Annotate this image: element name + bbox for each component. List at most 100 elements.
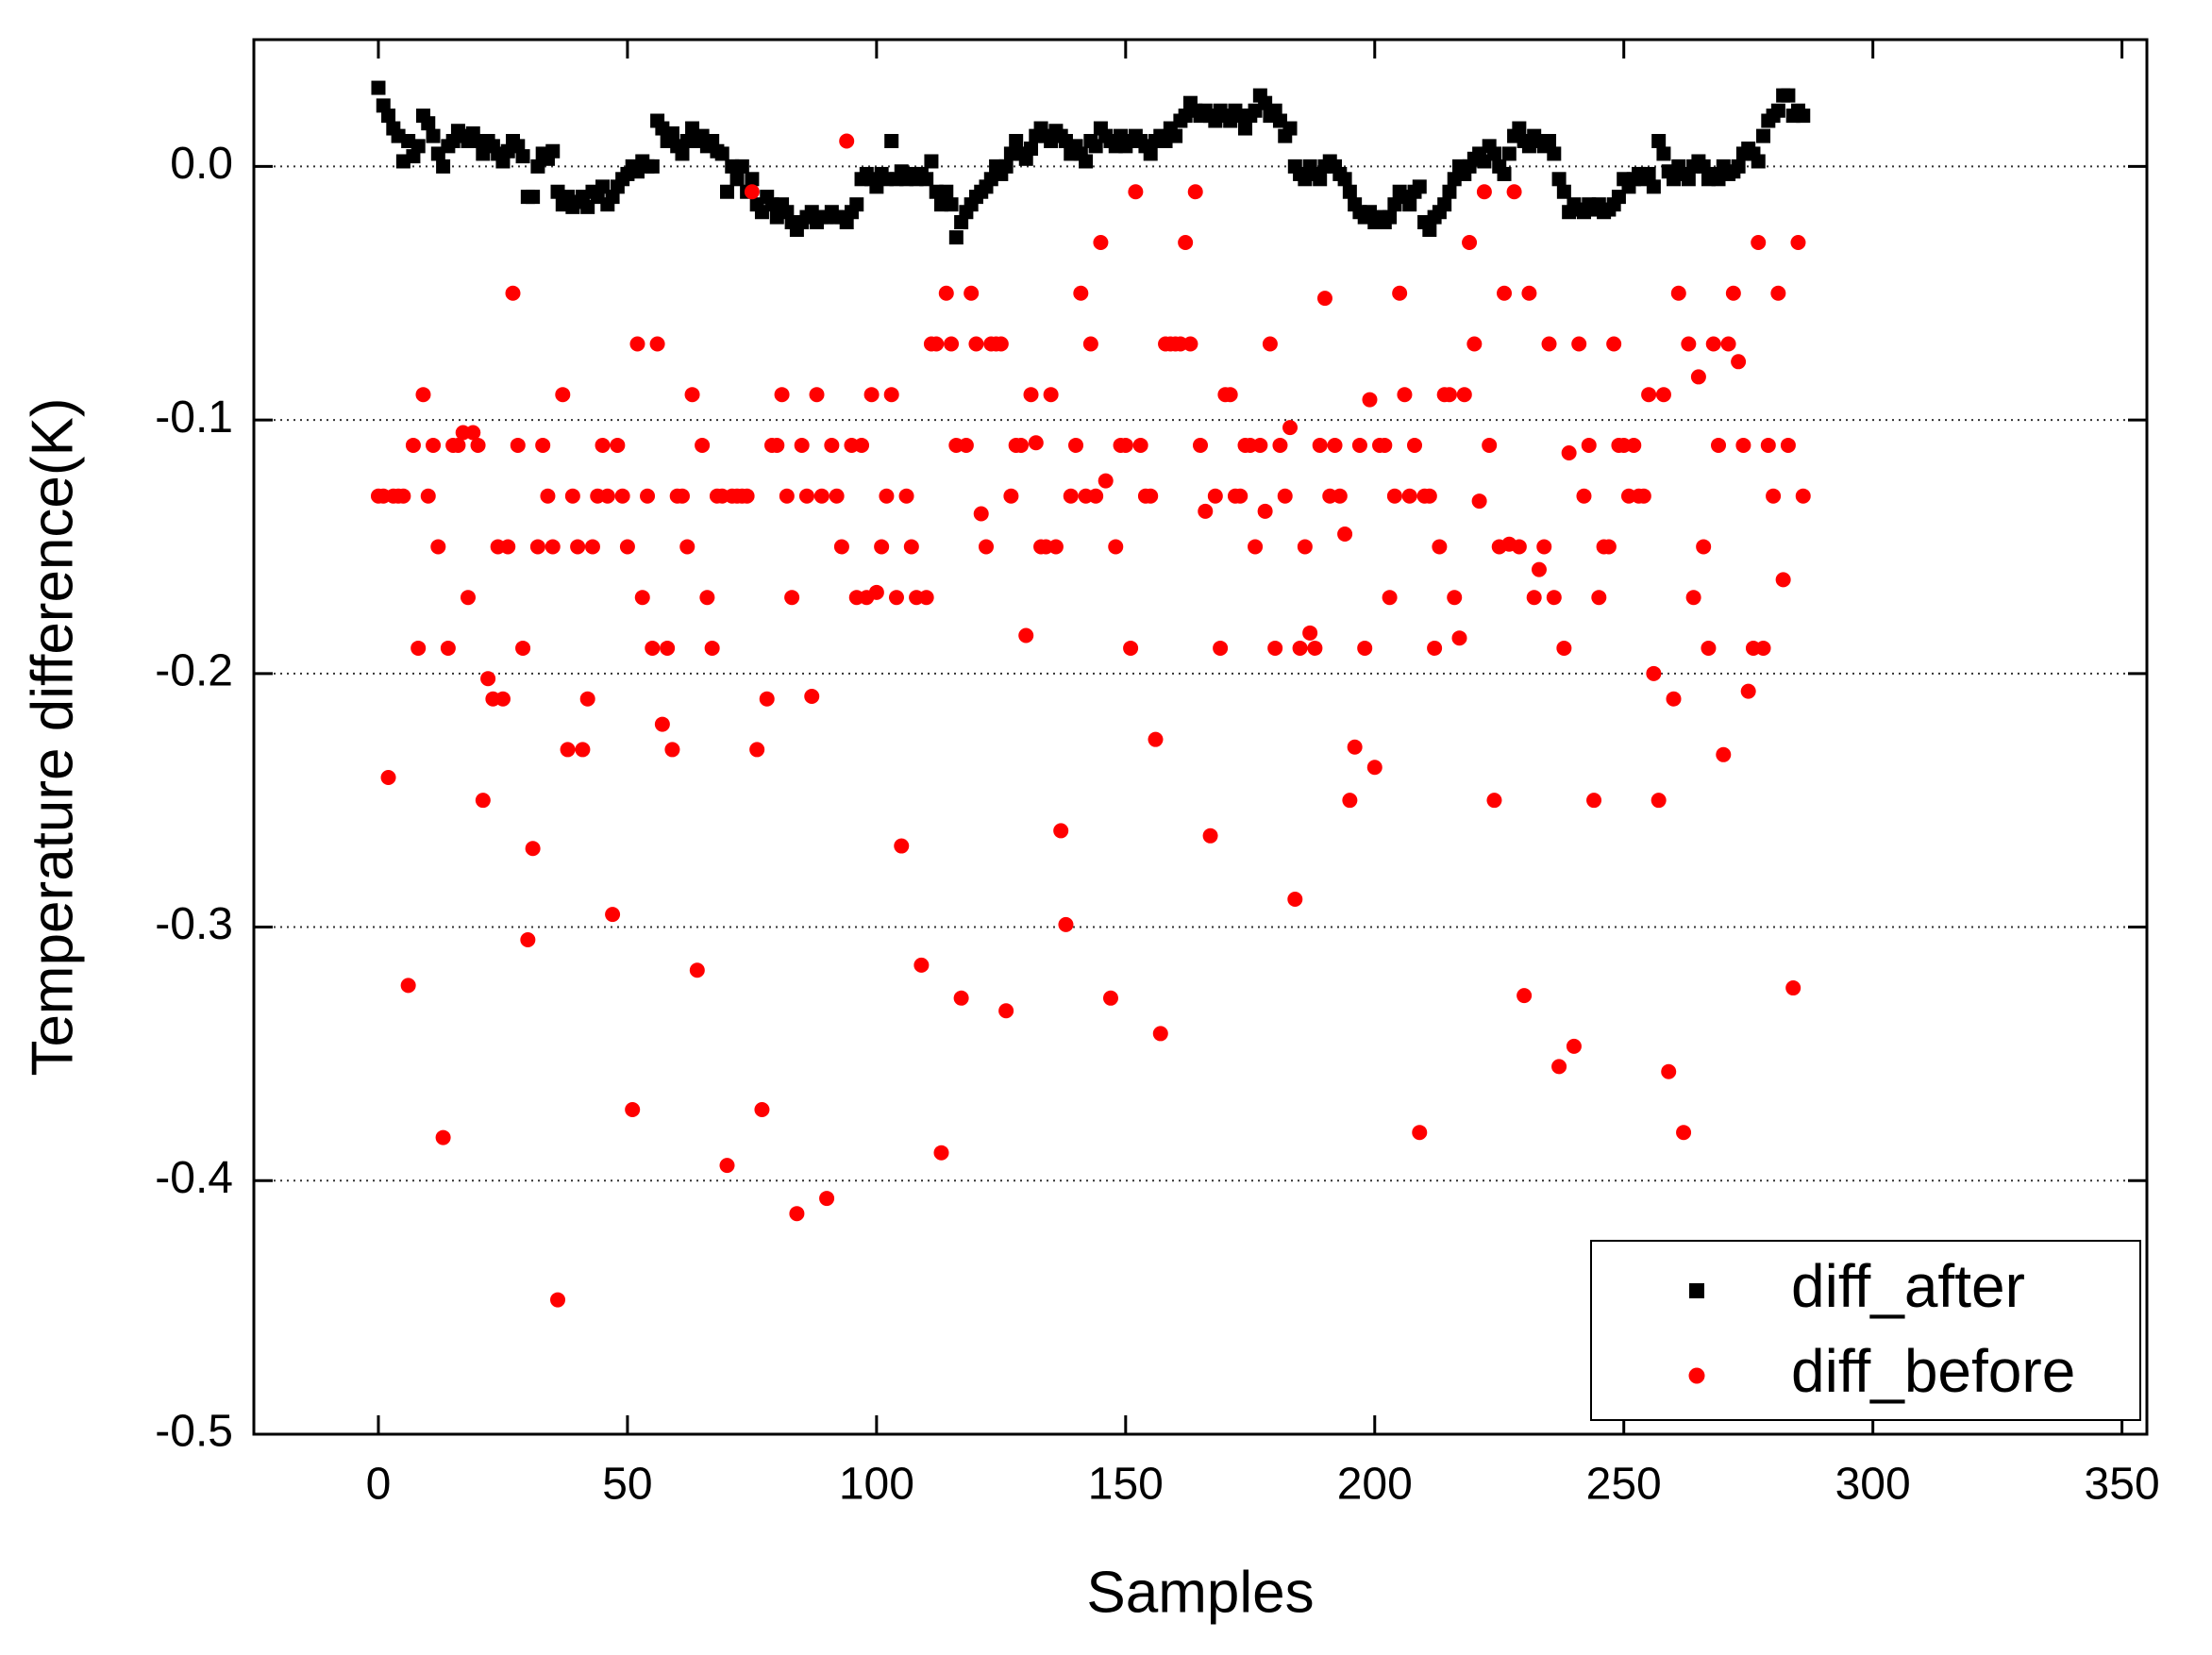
point [545,539,561,555]
point [948,230,964,245]
x-tick-label: 300 [1835,1460,1911,1510]
point [1043,387,1059,403]
point [924,154,939,169]
point [1402,197,1417,212]
point [1511,539,1527,555]
point [654,716,670,732]
point [1476,184,1492,200]
point [1282,420,1299,436]
point [1661,1063,1677,1079]
y-tick-label: -0.5 [155,1407,233,1457]
point [1117,437,1133,453]
point [599,488,615,504]
point [1342,793,1358,809]
point [1681,172,1696,187]
point [918,590,934,606]
point [1546,590,1562,606]
point [1542,133,1557,148]
point [839,133,855,149]
point [1441,387,1457,403]
point [1586,793,1602,809]
point [1088,488,1104,504]
point [868,584,884,600]
point [1556,184,1571,199]
point [1238,121,1253,136]
point [420,488,436,504]
point [540,488,556,504]
point [1561,445,1577,461]
x-tick-label: 150 [1088,1460,1164,1510]
point [1486,793,1502,809]
point [411,640,427,656]
point [720,184,734,199]
point [460,590,476,606]
point [1342,184,1357,199]
point [824,437,840,453]
point [1327,437,1343,453]
point [1751,154,1766,169]
point [898,488,914,504]
point [944,336,960,352]
point [1257,503,1273,519]
point [1462,234,1478,250]
point [426,437,442,453]
point [1501,146,1517,161]
point [1512,121,1527,136]
point [500,539,516,555]
point [480,671,496,687]
point [640,488,656,504]
point [903,539,919,555]
point [734,159,749,174]
point [1422,223,1437,238]
point [426,128,441,143]
point [1536,539,1552,555]
point [564,488,580,504]
point [1447,590,1463,606]
point [913,957,930,973]
point [1701,640,1717,656]
point [545,143,561,159]
point [1571,336,1587,352]
point [1716,746,1732,762]
point [1591,590,1607,606]
point [998,1003,1014,1019]
point [1292,640,1308,656]
point [798,488,814,504]
point [1347,739,1363,755]
point [1541,336,1557,352]
point [1651,793,1667,809]
point [1262,336,1278,352]
point [1132,437,1148,453]
point [1606,336,1622,352]
y-tick-label: -0.4 [155,1153,233,1203]
point [1406,437,1422,453]
point [1073,285,1089,301]
point [1128,184,1144,200]
point [579,691,595,707]
point [1656,146,1671,161]
point [1313,172,1328,187]
point [1521,285,1537,301]
point [1023,387,1039,403]
point [1412,179,1427,194]
point [605,907,621,923]
point [1796,109,1811,124]
point [1641,166,1656,181]
legend-marker [1688,1367,1705,1384]
point [1307,640,1323,656]
x-tick-label: 100 [839,1460,914,1510]
point [1058,916,1074,932]
point [660,640,676,656]
point [1421,488,1437,504]
point [526,190,541,205]
point [515,149,530,164]
point [1676,1125,1692,1141]
point [973,506,989,522]
point [754,1102,770,1118]
point [1770,285,1786,301]
point [1068,437,1084,453]
point [1018,627,1034,644]
point [645,640,661,656]
point [1366,760,1382,776]
